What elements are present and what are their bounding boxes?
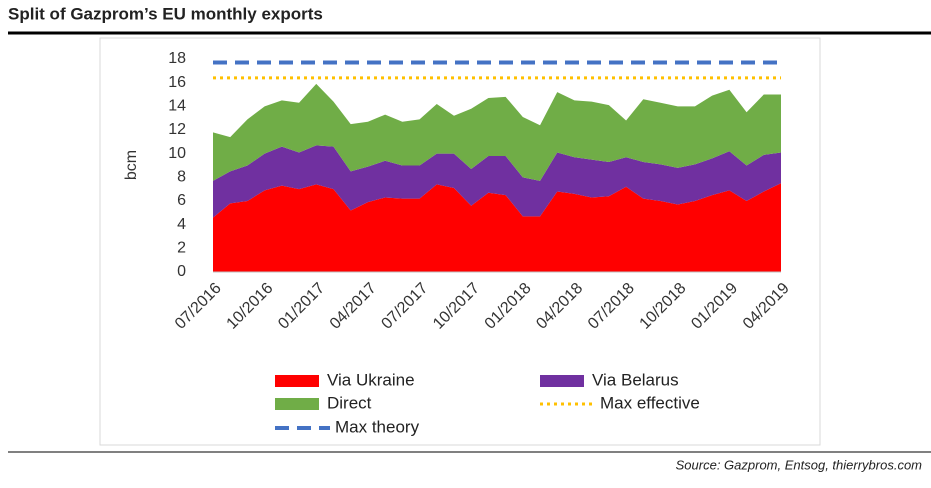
- area: [213, 83, 781, 181]
- area: [213, 145, 781, 218]
- source: Source: Gazprom, Entsog, thierrybros.com: [676, 457, 923, 472]
- legend-label: Direct: [327, 393, 372, 412]
- y-tick-label: 6: [177, 192, 186, 209]
- legend-swatch: [275, 398, 319, 410]
- y-axis-label: bcm: [123, 150, 140, 180]
- legend-label: Max theory: [335, 417, 420, 436]
- area: [213, 183, 781, 272]
- chart-title: Split of Gazprom’s EU monthly exports: [8, 4, 323, 23]
- y-tick-label: 4: [177, 216, 186, 233]
- legend-label: Via Belarus: [592, 370, 679, 389]
- legend-label: Via Ukraine: [327, 370, 415, 389]
- legend-swatch: [275, 375, 319, 387]
- y-tick-label: 10: [168, 145, 186, 162]
- legend-label: Max effective: [600, 393, 700, 412]
- y-tick-label: 12: [168, 121, 186, 138]
- legend-swatch: [540, 375, 584, 387]
- y-tick-label: 8: [177, 169, 186, 186]
- y-tick-label: 14: [168, 98, 186, 115]
- y-tick-label: 2: [177, 240, 186, 257]
- y-tick-label: 18: [168, 50, 186, 67]
- y-tick-label: 0: [177, 263, 186, 280]
- y-tick-label: 16: [168, 74, 186, 91]
